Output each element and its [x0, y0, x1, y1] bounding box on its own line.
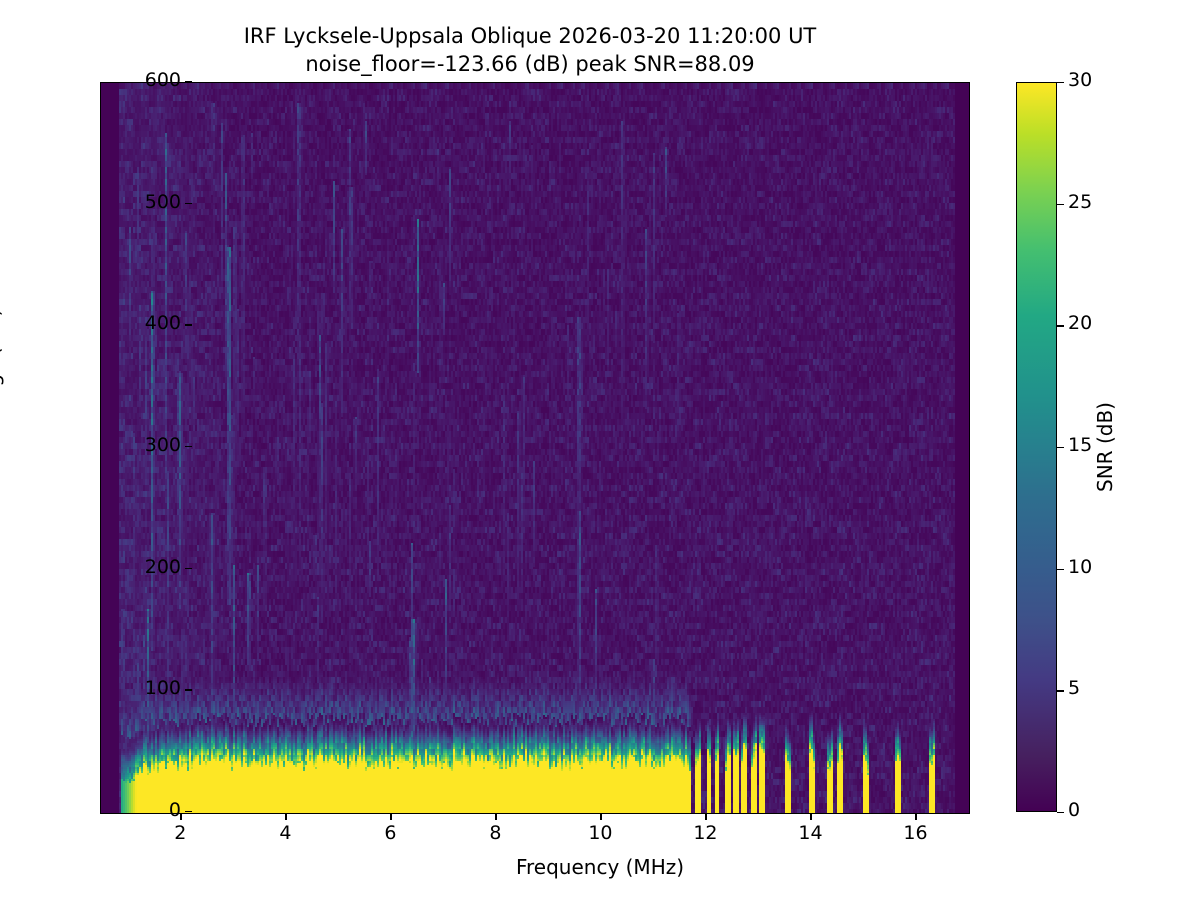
- y-tick-mark: [185, 689, 192, 691]
- plot-area: [100, 82, 970, 814]
- y-tick-mark: [185, 202, 192, 204]
- y-tick-mark: [185, 446, 192, 448]
- y-tick-label: 100: [144, 677, 181, 700]
- colorbar-tick-mark: [1057, 568, 1064, 570]
- colorbar-label: SNR (dB): [1093, 402, 1117, 492]
- y-tick-mark: [185, 324, 192, 326]
- x-tick-mark: [390, 813, 392, 820]
- colorbar-tick-label: 15: [1068, 434, 1093, 456]
- figure-title: IRF Lycksele-Uppsala Oblique 2026-03-20 …: [0, 22, 1060, 78]
- colorbar-tick-mark: [1057, 82, 1064, 84]
- x-tick-label: 10: [588, 822, 613, 844]
- colorbar-tick-mark: [1057, 447, 1064, 449]
- y-tick-mark: [185, 811, 192, 813]
- colorbar-tick-label: 25: [1068, 190, 1093, 213]
- ionogram-heatmap: [101, 83, 969, 813]
- x-tick-label: 2: [174, 822, 187, 844]
- colorbar-tick-mark: [1057, 325, 1064, 327]
- x-tick-mark: [810, 813, 812, 820]
- x-tick-label: 12: [693, 822, 718, 844]
- y-tick-label: 600: [144, 69, 181, 91]
- colorbar-tick-mark: [1057, 812, 1064, 814]
- y-axis-label: Virtual range (km): [0, 308, 4, 492]
- x-tick-label: 16: [903, 822, 928, 844]
- x-tick-mark: [285, 813, 287, 820]
- colorbar-tick-label: 5: [1068, 677, 1081, 700]
- title-line-1: IRF Lycksele-Uppsala Oblique 2026-03-20 …: [243, 24, 817, 48]
- colorbar-tick-mark: [1057, 690, 1064, 692]
- colorbar-tick-label: 10: [1068, 555, 1093, 578]
- x-tick-label: 4: [279, 822, 292, 844]
- colorbar-tick-label: 0: [1068, 799, 1081, 821]
- y-tick-label: 400: [144, 312, 181, 335]
- x-tick-mark: [180, 813, 182, 820]
- x-tick-label: 14: [798, 822, 823, 844]
- title-line-2: noise_floor=-123.66 (dB) peak SNR=88.09: [305, 52, 755, 76]
- colorbar-tick-label: 20: [1068, 312, 1093, 335]
- colorbar: 0 5 10 15 20 25 30: [1016, 69, 1092, 821]
- y-tick-label: 300: [144, 434, 181, 456]
- x-tick-mark: [600, 813, 602, 820]
- x-tick-label: 8: [489, 822, 502, 844]
- y-tick-label: 200: [144, 555, 181, 578]
- x-tick-label: 6: [384, 822, 397, 844]
- x-axis-label: Frequency (MHz): [515, 855, 685, 879]
- x-tick-mark: [705, 813, 707, 820]
- colorbar-tick-mark: [1057, 203, 1064, 205]
- x-tick-mark: [495, 813, 497, 820]
- y-tick-mark: [185, 567, 192, 569]
- colorbar-gradient: [1016, 82, 1057, 812]
- y-tick-mark: [185, 81, 192, 83]
- y-tick-label: 500: [144, 190, 181, 213]
- x-tick-mark: [915, 813, 917, 820]
- colorbar-tick-label: 30: [1068, 69, 1093, 91]
- y-tick-label: 0: [168, 799, 181, 821]
